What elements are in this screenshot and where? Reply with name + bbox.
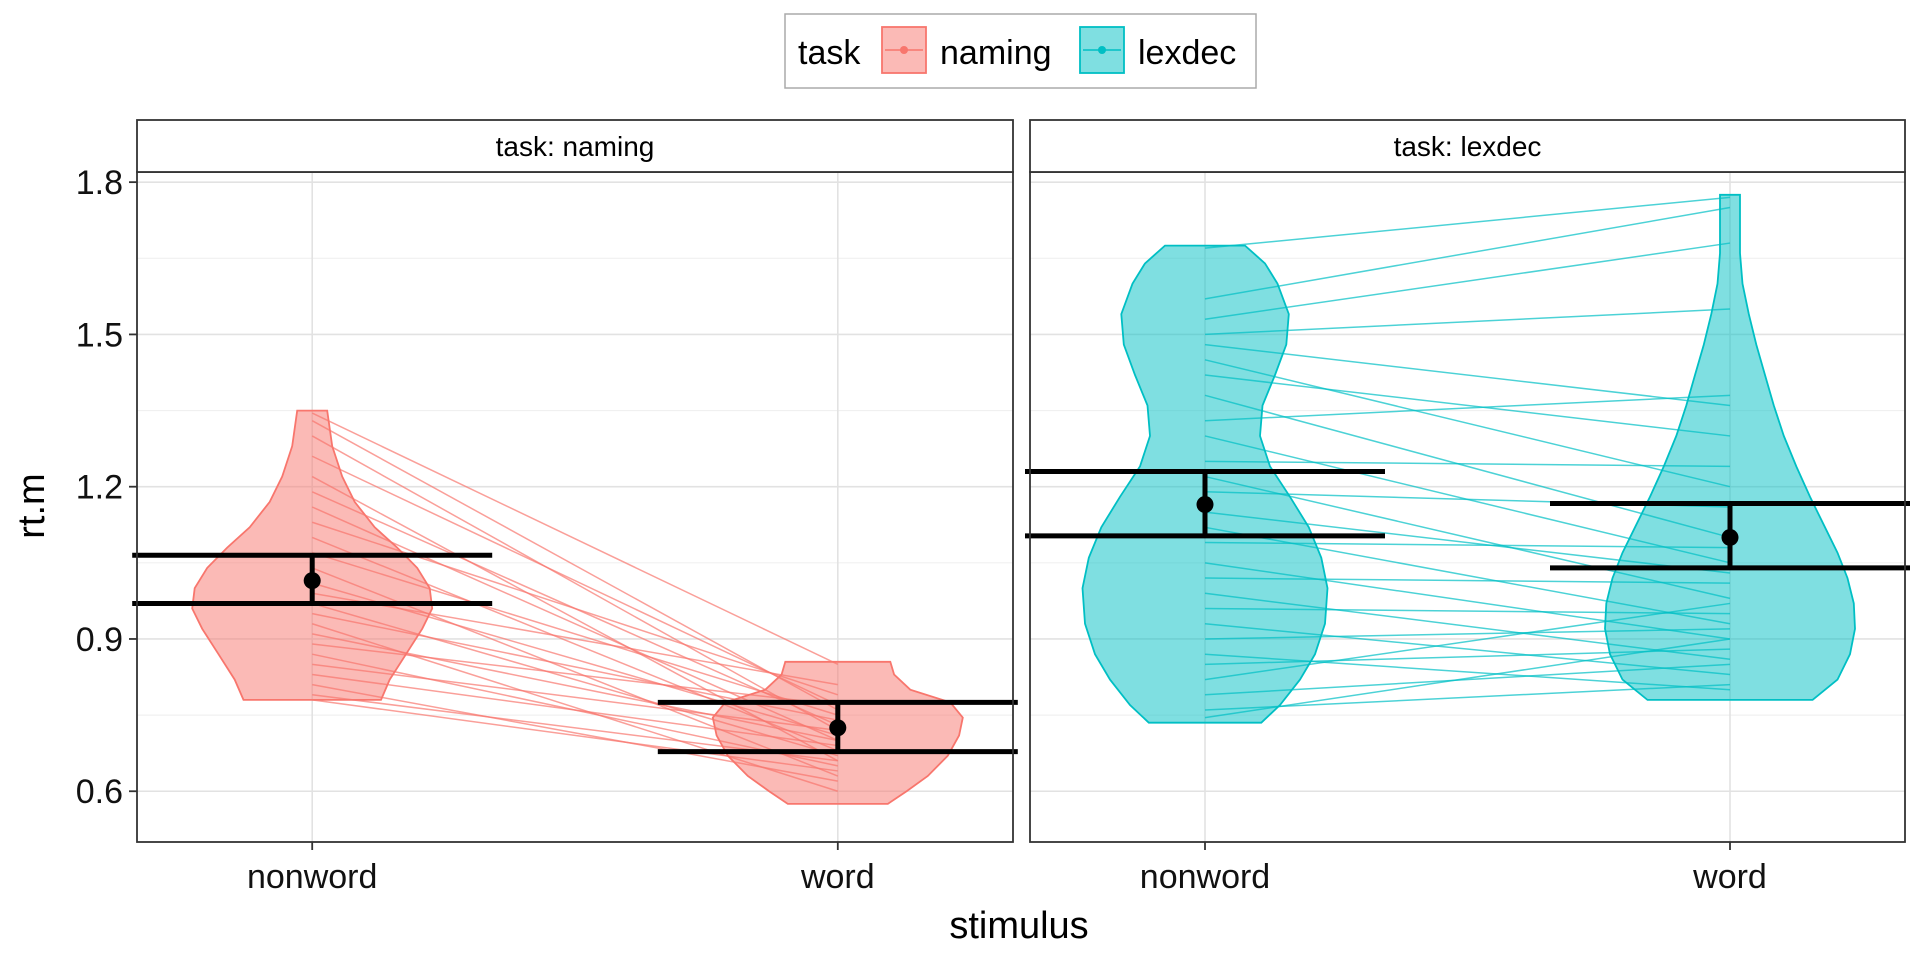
subject-lines-lexdec (1204, 196, 1731, 719)
facet-strip-naming: task: naming (136, 119, 1014, 173)
subject-line (1204, 374, 1731, 437)
subject-line (311, 475, 839, 762)
facet-panel-naming: task: naming (132, 119, 1018, 843)
subject-line (1204, 622, 1731, 676)
subject-line (311, 551, 839, 716)
ci-naming-nonword (132, 552, 493, 606)
subject-line (1204, 196, 1731, 249)
subject-line (1204, 460, 1731, 468)
subject-line (312, 673, 838, 747)
subject-lines-naming (311, 412, 839, 792)
x-axis: nonword word nonword word (247, 842, 1767, 896)
subject-line (311, 412, 839, 666)
subject-line (312, 683, 838, 782)
y-axis: 0.6 0.9 1.2 1.5 1.8 (76, 164, 137, 811)
subject-line (1204, 607, 1731, 615)
x-tick-label: word (1692, 858, 1767, 896)
subject-line (311, 521, 839, 696)
subject-line (1204, 638, 1731, 719)
facet-panels: task: naming task: lexdec (132, 119, 1910, 843)
y-tick-label: 1.2 (76, 469, 123, 507)
x-axis-title: stimulus (949, 905, 1088, 947)
subject-line (1204, 511, 1731, 574)
y-axis-title: rt.m (11, 473, 53, 538)
strip-label: task: naming (496, 131, 655, 162)
subject-line (1204, 562, 1731, 640)
ci-lexdec-nonword (1025, 468, 1385, 539)
subject-line (311, 435, 839, 731)
x-tick-label: nonword (247, 858, 377, 896)
subject-line (1204, 343, 1731, 407)
legend-box (784, 13, 1257, 89)
ci-lexdec-word (1550, 500, 1910, 571)
y-tick-label: 0.9 (76, 621, 123, 659)
subject-line (311, 420, 839, 711)
strip-background (136, 119, 1014, 173)
subject-line (312, 643, 838, 706)
subject-line (1204, 602, 1731, 681)
mean-point (1196, 495, 1214, 513)
subject-line (1204, 577, 1731, 584)
subject-line (1204, 653, 1731, 691)
y-tick-label: 0.6 (76, 773, 123, 811)
facet-panel-lexdec: task: lexdec (1025, 119, 1910, 843)
subject-line (311, 602, 839, 757)
legend: task naming lexdec (784, 13, 1257, 89)
subject-line (312, 699, 838, 772)
subject-line (1204, 308, 1731, 336)
subject-line (1204, 663, 1731, 696)
subject-line (312, 663, 838, 732)
legend-title: task (798, 34, 861, 72)
subject-line (1204, 541, 1731, 549)
y-tick-label: 1.8 (76, 164, 123, 202)
mean-point (829, 719, 847, 737)
subject-line (1204, 242, 1731, 320)
subject-line (1204, 683, 1731, 711)
subject-line (311, 455, 839, 706)
mean-point (1721, 528, 1739, 546)
subject-line (311, 536, 839, 752)
subject-line (1204, 628, 1731, 640)
facet-strip-lexdec: task: lexdec (1029, 119, 1906, 173)
y-tick-label: 1.5 (76, 316, 123, 354)
strip-label: task: lexdec (1394, 131, 1542, 162)
legend-entry-lexdec: lexdec (1079, 26, 1236, 74)
subject-line (312, 592, 838, 686)
legend-key-point (900, 46, 908, 54)
legend-label: naming (940, 34, 1052, 72)
subject-line (1204, 394, 1731, 539)
legend-entry-naming: naming (881, 26, 1052, 74)
strip-background (1029, 119, 1906, 173)
mean-point (303, 572, 321, 590)
subject-line (1204, 394, 1731, 422)
subject-line (312, 633, 838, 742)
subject-line (1204, 592, 1731, 661)
subject-line (1204, 475, 1731, 600)
x-tick-label: word (800, 858, 875, 896)
legend-label: lexdec (1138, 34, 1236, 72)
ci-naming-word (657, 699, 1018, 755)
subject-line (1204, 206, 1731, 300)
legend-key-point (1098, 46, 1106, 54)
x-tick-label: nonword (1140, 858, 1270, 896)
